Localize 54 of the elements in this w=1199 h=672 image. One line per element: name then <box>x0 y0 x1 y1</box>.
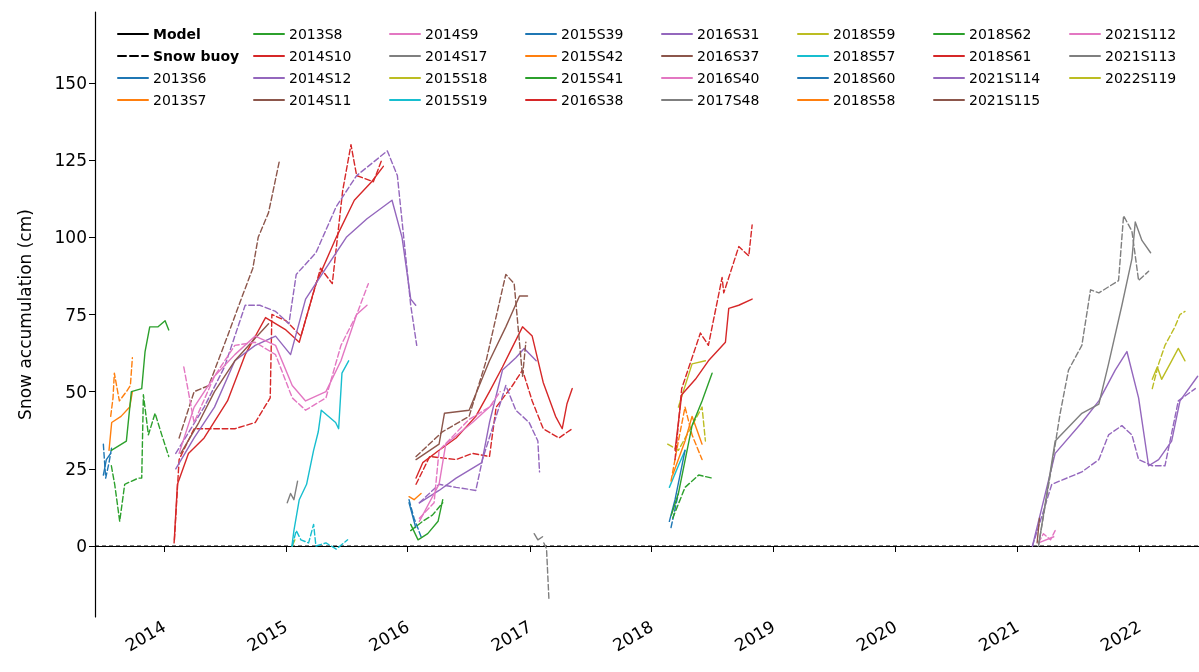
line-series <box>670 372 713 516</box>
line-series <box>670 406 703 482</box>
legend-label: 2022S119 <box>1105 70 1177 86</box>
legend-label: Model <box>153 26 201 42</box>
line-series <box>418 390 501 519</box>
y-tick-label: 150 <box>54 72 87 93</box>
line-series <box>286 480 299 504</box>
y-tick-label: 125 <box>54 150 87 171</box>
legend-label: 2014S11 <box>289 92 352 108</box>
line-series <box>108 390 134 452</box>
line-series <box>102 443 113 479</box>
line-series <box>666 406 707 452</box>
legend-label: 2015S42 <box>561 48 624 64</box>
legend-label: 2015S19 <box>425 92 488 108</box>
line-series <box>109 357 134 418</box>
line-series <box>1151 310 1186 390</box>
line-series <box>410 499 444 541</box>
legend-label: 2016S31 <box>697 26 760 42</box>
legend-label: 2013S6 <box>153 70 207 86</box>
legend-label: 2015S18 <box>425 70 488 86</box>
line-series <box>110 319 170 452</box>
y-tick-label: 0 <box>76 536 87 557</box>
legend-label: 2021S114 <box>969 70 1041 86</box>
legend-label: 2013S8 <box>289 26 343 42</box>
legend-label: 2018S62 <box>969 26 1032 42</box>
legend-label: 2014S9 <box>425 26 479 42</box>
legend-label: 2014S12 <box>289 70 352 86</box>
y-tick-label: 100 <box>54 227 87 248</box>
line-series <box>674 224 753 461</box>
legend-label: 2016S37 <box>697 48 760 64</box>
line-series <box>110 394 170 523</box>
legend-label: 2018S60 <box>833 70 896 86</box>
legend-label: 2014S10 <box>289 48 352 64</box>
legend-label: 2018S59 <box>833 26 896 42</box>
legend-label: 2017S48 <box>697 92 760 108</box>
legend-label: 2018S57 <box>833 48 896 64</box>
legend-label: 2013S7 <box>153 92 207 108</box>
y-tick-label: 75 <box>65 304 87 325</box>
legend-label: 2015S41 <box>561 70 624 86</box>
line-series <box>178 159 281 439</box>
y-tick-label: 25 <box>65 458 87 479</box>
legend-label: 2021S113 <box>1105 48 1177 64</box>
legend-label: Snow buoy <box>153 48 240 64</box>
line-series <box>180 323 270 455</box>
legend-label: 2021S115 <box>969 92 1041 108</box>
legend-label: 2021S112 <box>1105 26 1177 42</box>
legend-label: 2018S58 <box>833 92 896 108</box>
legend-label: 2018S61 <box>969 48 1032 64</box>
legend-label: 2016S38 <box>561 92 624 108</box>
legend-label: 2016S40 <box>697 70 760 86</box>
legend-label: 2014S17 <box>425 48 488 64</box>
y-tick-label: 50 <box>65 381 87 402</box>
legend-label: 2015S39 <box>561 26 624 42</box>
y-axis-title: Snow accumulation (cm) <box>14 209 35 420</box>
